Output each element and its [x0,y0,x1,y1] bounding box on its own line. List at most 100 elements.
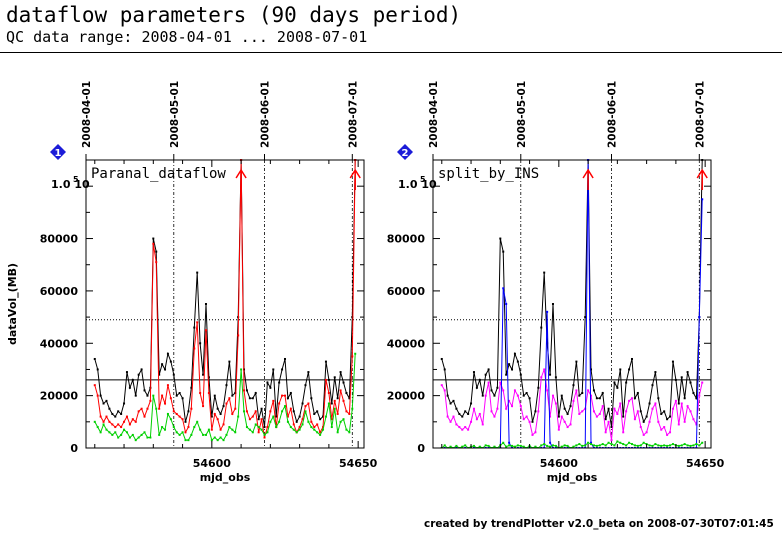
data-point [499,381,502,384]
data-point [440,384,443,387]
data-point [155,407,158,410]
data-point [639,426,642,429]
data-point [572,384,575,387]
data-point [319,431,322,434]
data-point [158,433,161,436]
data-point [152,394,155,397]
data-point [245,426,248,429]
data-point [248,418,251,421]
off-scale-arrow [582,168,594,190]
data-point [630,357,633,360]
data-point [472,371,475,374]
data-point [499,237,502,240]
data-point [286,397,289,400]
data-point [651,384,654,387]
data-point [686,405,689,408]
data-point [295,420,298,423]
data-point [674,378,677,381]
data-point [313,428,316,431]
data-point [149,399,152,402]
y-tick-label: 40000 [387,337,426,350]
data-point [263,436,266,439]
data-point [443,444,446,447]
data-point [660,428,663,431]
data-point [169,360,172,363]
data-point [202,433,205,436]
data-point [190,433,193,436]
data-point [351,316,354,319]
x-axis-label: mjd_obs [200,471,251,484]
data-point [322,428,325,431]
data-point [598,444,601,447]
data-point [496,386,499,389]
data-point [645,415,648,418]
data-point [125,431,128,434]
data-point [578,443,581,446]
data-point [327,392,330,395]
data-point [251,397,254,400]
y-top-tick-label: 1.0 10 [51,178,90,191]
data-point [281,410,284,413]
data-point [543,271,546,274]
date-tick-label: 2008-07-01 [694,81,706,148]
data-point [225,384,228,387]
data-point [546,389,549,392]
data-point [219,428,222,431]
data-point [546,310,549,313]
data-point [266,426,269,429]
data-point [648,444,651,447]
date-tick-label: 2008-05-01 [516,81,528,148]
data-point [472,407,475,410]
data-point [283,405,286,408]
data-point [519,405,522,408]
data-point [458,412,461,415]
data-point [549,445,552,448]
data-point [204,329,207,332]
x-tick-label: 54650 [339,457,378,470]
data-point [272,368,275,371]
data-point [671,443,674,446]
panel-label: Paranal_dataflow [91,166,226,182]
data-point [319,418,322,421]
data-point [633,418,636,421]
data-point [613,444,616,447]
data-point [307,402,310,405]
data-point [502,389,505,392]
data-point [455,423,458,426]
data-point [114,431,117,434]
y-top-tick-exponent: 5 [73,175,79,184]
data-point [660,444,663,447]
data-point [310,426,313,429]
data-point [278,381,281,384]
data-point [202,373,205,376]
data-point [639,410,642,413]
data-point [339,371,342,374]
data-point [327,402,330,405]
data-point [581,444,584,447]
data-point [581,410,584,413]
data-point [117,436,120,439]
data-point [152,237,155,240]
data-point [125,415,128,418]
data-point [657,420,660,423]
y-top-tick-label: 1.0 10 [398,178,437,191]
header-divider [0,52,782,53]
data-point [196,271,199,274]
data-point [493,394,496,397]
data-point [298,415,301,418]
data-point [292,410,295,413]
data-point [636,444,639,447]
data-point [166,412,169,415]
data-point [166,352,169,355]
data-point [339,389,342,392]
data-point [628,441,631,444]
data-point [549,373,552,376]
data-point [193,347,196,350]
data-point [543,443,546,446]
data-point [701,381,704,384]
data-point [93,384,96,387]
data-point [289,392,292,395]
data-point [324,378,327,381]
data-point [140,368,143,371]
data-point [680,402,683,405]
